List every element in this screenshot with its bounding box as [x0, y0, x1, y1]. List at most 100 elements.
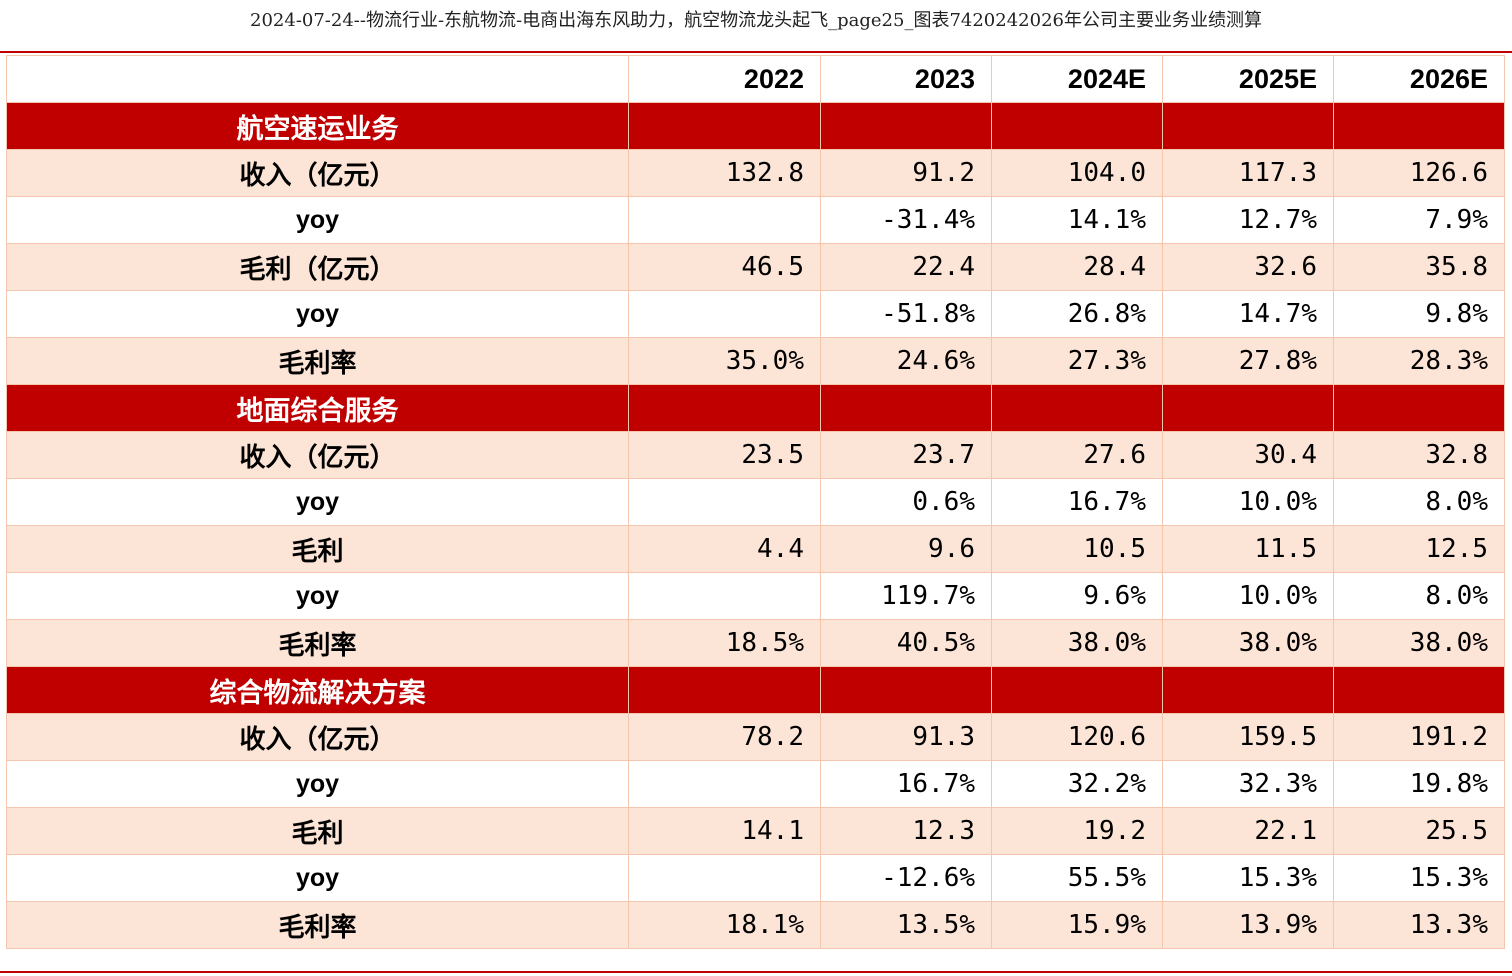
section-title: 综合物流解决方案 [6, 666, 629, 714]
value-cell: 120.6 [991, 713, 1163, 761]
table-body: 2022 2023 2024E 2025E 2026E 航空速运业务 收入（亿元）… [6, 55, 1505, 949]
value-cell: 14.1% [991, 196, 1163, 244]
value-cell: 14.1 [628, 807, 821, 855]
value-cell: 27.6 [991, 431, 1163, 479]
value-cell: 38.0% [1162, 619, 1334, 667]
table-row: 收入（亿元） 23.5 23.7 27.6 30.4 32.8 [6, 431, 1505, 479]
value-cell: 12.5 [1333, 525, 1505, 573]
value-cell: 40.5% [820, 619, 992, 667]
table-row: 毛利率 18.1% 13.5% 15.9% 13.9% 13.3% [6, 901, 1505, 949]
value-cell: 12.7% [1162, 196, 1334, 244]
value-cell: -12.6% [820, 854, 992, 902]
table-row: 毛利 4.4 9.6 10.5 11.5 12.5 [6, 525, 1505, 573]
table-row: 毛利率 35.0% 24.6% 27.3% 27.8% 28.3% [6, 337, 1505, 385]
page-title: 2024-07-24--物流行业-东航物流-电商出海东风助力，航空物流龙头起飞_… [250, 10, 1262, 31]
section-fill-cell [1162, 102, 1334, 150]
value-cell: 117.3 [1162, 149, 1334, 197]
header-cell-2026e: 2026E [1333, 55, 1505, 103]
value-cell [628, 760, 821, 808]
section-fill-cell [628, 102, 821, 150]
value-cell: 16.7% [991, 478, 1163, 526]
value-cell: 91.3 [820, 713, 992, 761]
value-cell: 159.5 [1162, 713, 1334, 761]
value-cell [628, 854, 821, 902]
value-cell: 8.0% [1333, 478, 1505, 526]
value-cell: 9.6% [991, 572, 1163, 620]
value-cell: 119.7% [820, 572, 992, 620]
section-row: 综合物流解决方案 [6, 666, 1505, 714]
table-row: yoy -31.4% 14.1% 12.7% 7.9% [6, 196, 1505, 244]
value-cell: 13.9% [1162, 901, 1334, 949]
top-divider [0, 51, 1512, 53]
header-row: 2022 2023 2024E 2025E 2026E [6, 55, 1505, 103]
value-cell: 13.3% [1333, 901, 1505, 949]
value-cell: 35.8 [1333, 243, 1505, 291]
value-cell: 32.8 [1333, 431, 1505, 479]
value-cell: 32.2% [991, 760, 1163, 808]
row-label: 毛利（亿元） [6, 243, 629, 291]
value-cell: 9.6 [820, 525, 992, 573]
value-cell: 23.5 [628, 431, 821, 479]
row-label: 毛利 [6, 807, 629, 855]
section-fill-cell [991, 102, 1163, 150]
row-label: 毛利率 [6, 337, 629, 385]
value-cell: 38.0% [991, 619, 1163, 667]
value-cell: 24.6% [820, 337, 992, 385]
value-cell: 16.7% [820, 760, 992, 808]
value-cell: 7.9% [1333, 196, 1505, 244]
value-cell: 18.5% [628, 619, 821, 667]
bottom-divider [0, 971, 1512, 973]
value-cell: 22.4 [820, 243, 992, 291]
table-row: 毛利 14.1 12.3 19.2 22.1 25.5 [6, 807, 1505, 855]
section-fill-cell [1162, 384, 1334, 432]
value-cell: 10.0% [1162, 478, 1334, 526]
table-row: 收入（亿元） 132.8 91.2 104.0 117.3 126.6 [6, 149, 1505, 197]
value-cell: 55.5% [991, 854, 1163, 902]
value-cell: -31.4% [820, 196, 992, 244]
value-cell: 19.8% [1333, 760, 1505, 808]
section-title: 航空速运业务 [6, 102, 629, 150]
value-cell [628, 572, 821, 620]
value-cell: 8.0% [1333, 572, 1505, 620]
value-cell: 0.6% [820, 478, 992, 526]
value-cell: 9.8% [1333, 290, 1505, 338]
row-label: 毛利率 [6, 619, 629, 667]
value-cell: 23.7 [820, 431, 992, 479]
section-fill-cell [1162, 666, 1334, 714]
value-cell: 22.1 [1162, 807, 1334, 855]
value-cell: 27.8% [1162, 337, 1334, 385]
section-fill-cell [820, 102, 992, 150]
header-cell-2023: 2023 [820, 55, 992, 103]
value-cell: 14.7% [1162, 290, 1334, 338]
row-label: 收入（亿元） [6, 149, 629, 197]
row-label: 收入（亿元） [6, 713, 629, 761]
value-cell: 15.3% [1333, 854, 1505, 902]
value-cell: 19.2 [991, 807, 1163, 855]
value-cell: 26.8% [991, 290, 1163, 338]
row-label: 收入（亿元） [6, 431, 629, 479]
value-cell: 28.3% [1333, 337, 1505, 385]
section-fill-cell [1333, 102, 1505, 150]
section-fill-cell [1333, 384, 1505, 432]
section-row: 航空速运业务 [6, 102, 1505, 150]
table-row: yoy -51.8% 26.8% 14.7% 9.8% [6, 290, 1505, 338]
row-label: yoy [6, 572, 629, 620]
value-cell: 15.9% [991, 901, 1163, 949]
table-row: yoy -12.6% 55.5% 15.3% 15.3% [6, 854, 1505, 902]
value-cell: 32.3% [1162, 760, 1334, 808]
row-label: yoy [6, 854, 629, 902]
header-cell-blank [6, 55, 629, 103]
value-cell: 78.2 [628, 713, 821, 761]
value-cell: -51.8% [820, 290, 992, 338]
value-cell: 13.5% [820, 901, 992, 949]
row-label: yoy [6, 196, 629, 244]
table-row: 毛利率 18.5% 40.5% 38.0% 38.0% 38.0% [6, 619, 1505, 667]
section-fill-cell [820, 384, 992, 432]
value-cell: 126.6 [1333, 149, 1505, 197]
value-cell: 35.0% [628, 337, 821, 385]
value-cell [628, 478, 821, 526]
value-cell: 4.4 [628, 525, 821, 573]
value-cell: 18.1% [628, 901, 821, 949]
table-row: yoy 16.7% 32.2% 32.3% 19.8% [6, 760, 1505, 808]
header-cell-2022: 2022 [628, 55, 821, 103]
